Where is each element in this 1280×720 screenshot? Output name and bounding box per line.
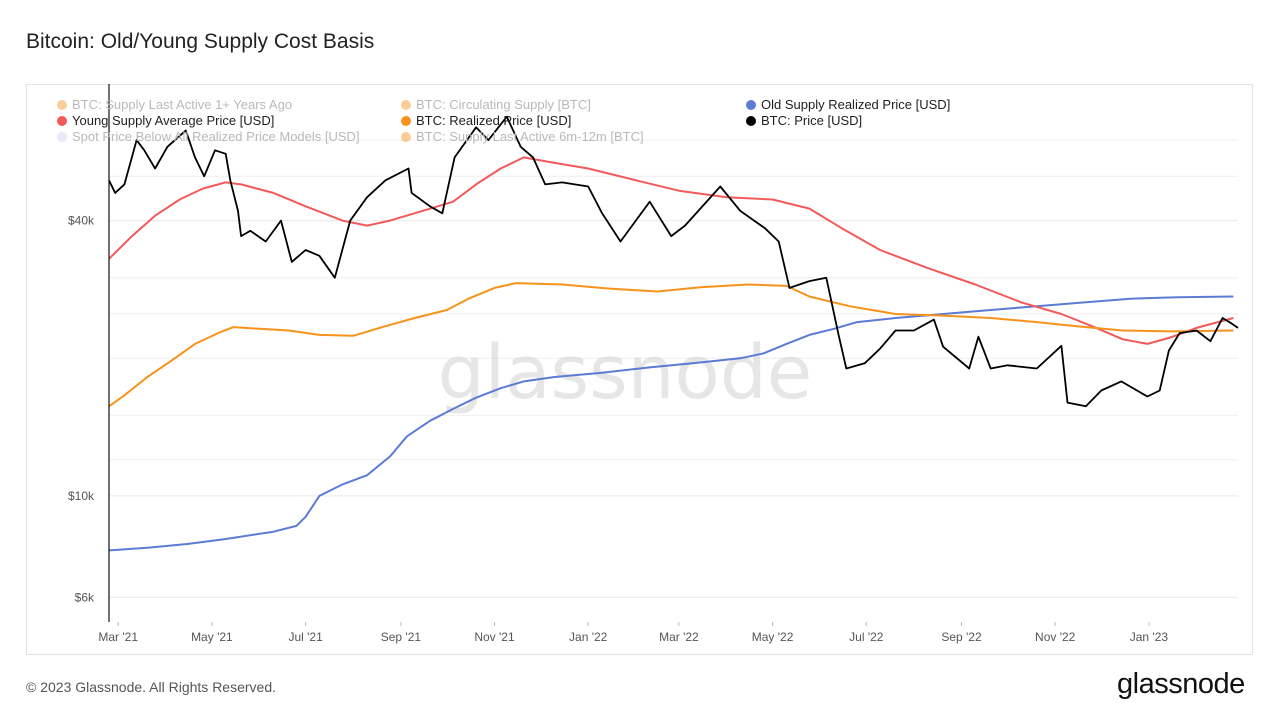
legend-item[interactable]: BTC: Circulating Supply [BTC] [401, 97, 591, 112]
legend-item[interactable]: Young Supply Average Price [USD] [57, 113, 274, 128]
legend-item[interactable]: Spot Price Below All Realized Price Mode… [57, 129, 360, 144]
x-tick-label: Jan '22 [569, 630, 608, 644]
legend-item[interactable]: Old Supply Realized Price [USD] [746, 97, 950, 112]
x-tick-label: Sep '21 [381, 630, 422, 644]
legend-item[interactable]: BTC: Supply Last Active 6m-12m [BTC] [401, 129, 644, 144]
x-tick-label: Nov '22 [1035, 630, 1076, 644]
y-tick-label: $10k [68, 489, 95, 503]
series-line-young-supply-average-price-usd [108, 156, 1234, 345]
y-tick-label: $6k [75, 590, 95, 604]
x-tick-label: Jul '22 [849, 630, 884, 644]
legend-dot-icon [401, 115, 411, 126]
legend-label: BTC: Price [USD] [761, 113, 863, 128]
glassnode-logo: glassnode [1117, 668, 1245, 700]
legend-item[interactable]: BTC: Realized Price [USD] [401, 113, 571, 128]
legend-label: BTC: Supply Last Active 1+ Years Ago [72, 97, 293, 112]
x-tick-label: Mar '22 [659, 630, 699, 644]
series-line-btc-realized-price-usd [108, 282, 1234, 408]
x-tick-label: Jan '23 [1130, 630, 1169, 644]
legend-dot-icon [401, 99, 411, 110]
x-tick-label: Sep '22 [941, 630, 982, 644]
axes-layer: $6k $10k $40k Mar '21 May '21 Jul '21 Sep '21 N… [68, 84, 1168, 644]
legend-label: BTC: Circulating Supply [BTC] [416, 97, 591, 112]
x-tick-label: Mar '21 [98, 630, 138, 644]
x-tick-label: May '21 [191, 630, 233, 644]
legend-dot-icon [401, 131, 411, 142]
grid-lines [109, 139, 1238, 598]
x-tick-label: May '22 [752, 630, 794, 644]
legend-dot-icon [57, 131, 67, 142]
x-tick-label: Jul '21 [288, 630, 323, 644]
chart-title: Bitcoin: Old/Young Supply Cost Basis [26, 30, 375, 53]
legend-label: Young Supply Average Price [USD] [72, 113, 275, 128]
legend-dot-icon [57, 115, 67, 126]
legend-dot-icon [57, 99, 67, 110]
legend-label: Spot Price Below All Realized Price Mode… [72, 129, 360, 144]
legend-item[interactable]: BTC: Supply Last Active 1+ Years Ago [57, 97, 292, 112]
legend-label: BTC: Supply Last Active 6m-12m [BTC] [416, 129, 644, 144]
y-tick-label: $40k [68, 214, 95, 228]
legend-dot-icon [746, 99, 756, 110]
legend-label: BTC: Realized Price [USD] [416, 113, 572, 128]
series-line-old-supply-realized-price-usd [108, 295, 1234, 552]
legend-label: Old Supply Realized Price [USD] [761, 97, 951, 112]
legend-item[interactable]: BTC: Price [USD] [746, 113, 862, 128]
legend-dot-icon [746, 115, 756, 126]
chart-watermark: glassnode [438, 330, 813, 416]
series-layer [108, 115, 1239, 552]
chart-frame [26, 84, 1253, 655]
x-tick-label: Nov '21 [474, 630, 515, 644]
copyright-text: © 2023 Glassnode. All Rights Reserved. [26, 679, 277, 695]
series-line-btc-price-usd [108, 115, 1239, 408]
